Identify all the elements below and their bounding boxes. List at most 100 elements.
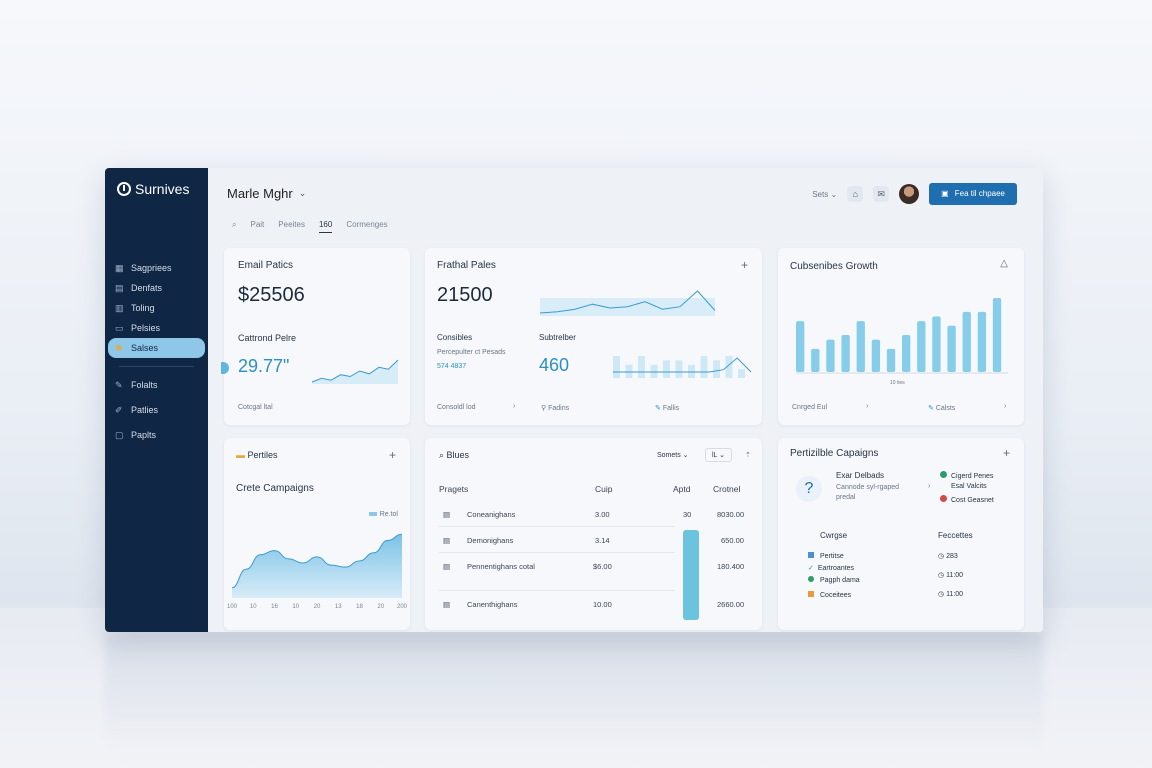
sidebar: Surnives ▦ Sagpriees ▤ Denfats ▥ Toling ▭ Pe… (105, 168, 208, 632)
fraction-footer-right[interactable]: ✎ Fallis (655, 405, 680, 412)
campaigns-left-head: Cwrgse (820, 531, 848, 540)
sidebar-item-salses[interactable]: ✺ Salses (108, 338, 205, 358)
col-header-pragets[interactable]: Pragets (439, 484, 469, 494)
legend-swatch (368, 512, 377, 516)
chevron-right-icon[interactable]: › (513, 403, 516, 410)
col-header-crotnel[interactable]: Crotnel (713, 484, 741, 494)
chevron-right-icon[interactable]: › (928, 483, 931, 490)
consibles-value: 574 4837 (437, 363, 467, 370)
account-switcher[interactable]: Marle Mghr ⌄ (227, 186, 306, 201)
main-area: Marle Mghr ⌄ ⌕ Pait Peeites 160 Cormenge… (208, 168, 1043, 632)
growth-bar (871, 339, 881, 372)
growth-bar (796, 321, 805, 372)
chevron-right-icon[interactable]: › (866, 403, 869, 410)
add-icon[interactable]: + (740, 258, 748, 272)
time-item: ◷ 11:00 (938, 591, 964, 598)
clock-icon: ◷ (938, 591, 947, 598)
list-item[interactable]: Coceitees (808, 591, 851, 599)
pertiles-legend: Re.tol (368, 511, 398, 518)
somets-select[interactable]: Somets ⌄ (657, 452, 689, 459)
x-tick-label: 10 (292, 604, 299, 610)
tab-cormenges[interactable]: Cormenges (346, 220, 388, 229)
sidebar-item-denfats[interactable]: ▤ Denfats (115, 282, 163, 294)
sidebar-item-pelsies[interactable]: ▭ Pelsies (115, 322, 161, 334)
fraction-bar (700, 356, 708, 378)
chevron-down-icon: ⌄ (298, 188, 307, 198)
fraction-footer-left: Consoldl lod (437, 404, 476, 411)
avatar[interactable] (899, 184, 920, 204)
col-header-aptd[interactable]: Aptd (673, 484, 691, 494)
fraction-bar (650, 364, 658, 378)
fraction-bar (625, 364, 633, 378)
row-name: Demonighans (467, 536, 514, 545)
add-icon[interactable]: + (1002, 446, 1010, 460)
mail-icon[interactable]: ✉ (873, 186, 890, 202)
help-note: predal (836, 494, 856, 501)
square-icon (808, 591, 814, 597)
col-header-cuip[interactable]: Cuip (595, 484, 613, 494)
tab-160[interactable]: 160 (318, 220, 333, 233)
document-icon: ▤ (115, 282, 124, 293)
sidebar-item-folalts[interactable]: ✎ Folalts (115, 379, 158, 391)
triangle-icon[interactable]: △ (1000, 258, 1008, 269)
list-item[interactable]: Pertitse (808, 552, 844, 560)
blues-card: ⌕ Blues Somets ⌄ lL ⌄ ⇡ Pragets Cuip Apt… (425, 438, 762, 630)
row-name: Pennentighans cotal (467, 562, 535, 571)
sidebar-item-toling[interactable]: ▥ Toling (115, 302, 155, 314)
sidebar-divider (119, 366, 194, 367)
blues-title: ⌕ Blues (439, 450, 470, 460)
perf-area-line (231, 533, 403, 589)
x-tick-label: 18 (356, 604, 363, 610)
status-item: Cost Geasnet (940, 495, 994, 504)
growth-bar (841, 335, 850, 372)
sets-select[interactable]: Sets ⌄ (812, 189, 838, 199)
power-icon (117, 182, 131, 196)
search-icon[interactable]: ⌕ (232, 220, 237, 229)
row-icon: ▤ (443, 600, 451, 609)
growth-footer-right[interactable]: ✎ Calsts (928, 405, 956, 412)
list-item[interactable]: Pagph dama (808, 576, 860, 584)
row-icon: ▤ (443, 536, 451, 545)
lock-icon[interactable]: ⌂ (847, 186, 864, 202)
growth-bar (932, 316, 941, 372)
campaigns-right-head: Feccettes (938, 531, 973, 540)
sidebar-item-paplts[interactable]: ▢ Paplts (115, 429, 157, 441)
row-cuip: $6.00 (593, 562, 612, 571)
growth-card: Cubsenibes Growth △ 10 ties Cnrged Eul ›… (778, 248, 1024, 425)
fraction-linechart (539, 290, 716, 316)
fraction-footer-mid[interactable]: ⚲ Fadins (541, 405, 570, 412)
grid-icon: ▦ (115, 262, 124, 273)
tab-pait[interactable]: Pait (250, 220, 265, 229)
tab-peeites[interactable]: Peeites (278, 220, 305, 229)
fraction-bar-trend (613, 357, 752, 373)
time-item: ◷ 283 (938, 553, 958, 560)
x-tick-label: 100 (227, 604, 238, 610)
row-crotnel: 8030.00 (717, 510, 745, 519)
filter-select[interactable]: lL ⌄ (705, 448, 733, 462)
add-icon[interactable]: + (388, 448, 396, 462)
pin-icon: ✎ (655, 405, 663, 412)
app-logo[interactable]: Surnives (117, 181, 189, 197)
circle-icon (808, 576, 814, 582)
row-crotnel: 2660.00 (717, 600, 745, 609)
sort-icon[interactable]: ⇡ (745, 452, 751, 459)
row-cuip: 3.14 (595, 536, 610, 545)
help-icon[interactable]: ? (796, 476, 822, 502)
chevron-right-icon[interactable]: › (1004, 403, 1007, 410)
sidebar-item-patlies[interactable]: ✐ Patlies (115, 404, 159, 416)
bag-icon: ▣ (941, 189, 949, 198)
row-divider (439, 590, 675, 591)
clock-icon: ◷ (938, 553, 947, 560)
row-icon: ▤ (443, 562, 451, 571)
email-card-title: Email Patics (238, 260, 294, 271)
square-icon (808, 552, 814, 558)
subscriber-label: Subtrelber (539, 333, 576, 342)
page-title: Marle Mghr (227, 186, 293, 201)
email-footer: Cotcgal ltal (238, 404, 273, 411)
sidebar-item-sagpriees[interactable]: ▦ Sagpriees (115, 262, 172, 274)
sidebar-nav: ▦ Sagpriees ▤ Denfats ▥ Toling ▭ Pelsies ✺ Sa… (105, 258, 208, 445)
primary-action-button[interactable]: ▣ Fea til chpaee (929, 183, 1017, 205)
pertiles-card: ▬ Pertiles + Crete Campaigns Re.tol 100 1… (224, 438, 410, 630)
list-item[interactable]: ✓ Eartroantes (808, 565, 855, 572)
x-tick-label: 200 (397, 604, 408, 610)
